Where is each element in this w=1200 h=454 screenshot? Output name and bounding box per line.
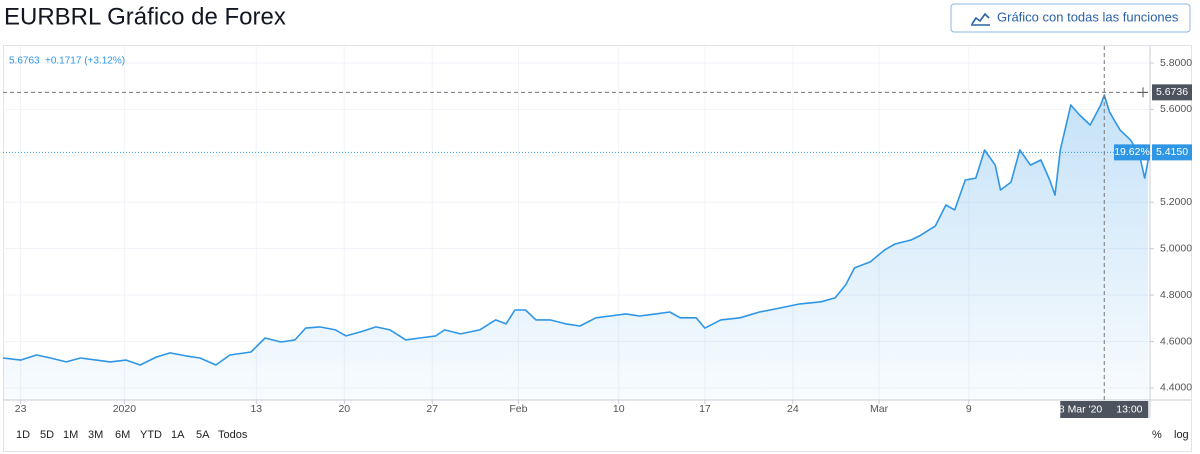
crosshair-date-label: 18 Mar '20 (1053, 403, 1102, 415)
y-tick-label: 4.6000 (1160, 335, 1192, 347)
x-tick-label: 27 (426, 403, 438, 415)
crosshair-time-label: 13:00 (1116, 403, 1142, 415)
x-tick-label: 23 (15, 403, 27, 415)
range-button[interactable]: 3M (88, 429, 103, 441)
x-tick-label: 10 (613, 403, 625, 415)
range-button[interactable]: 6M (115, 429, 130, 441)
range-button[interactable]: 1M (63, 429, 78, 441)
x-tick-label: 24 (787, 403, 799, 415)
last-price-label: 5.4150 (1156, 146, 1188, 158)
range-button[interactable]: 1A (171, 429, 185, 441)
button-icon (971, 12, 990, 25)
x-tick-label: 13 (250, 403, 262, 415)
range-button[interactable]: 1D (16, 429, 30, 441)
y-tick-label: 5.0000 (1160, 242, 1192, 254)
crosshair-price-label: 5.6736 (1156, 86, 1188, 98)
range-button[interactable]: Todos (218, 429, 248, 441)
page-title: EURBRL Gráfico de Forex (4, 3, 286, 30)
x-tick-label: 17 (699, 403, 711, 415)
price-line (2, 94, 1149, 366)
last-price-percent: 19.62% (1114, 146, 1150, 158)
button-frame[interactable] (950, 3, 1191, 33)
crosshair-time-box (1060, 401, 1149, 418)
last-price-box (1152, 144, 1192, 161)
button-label[interactable]: Gráfico con todas las funciones (997, 9, 1179, 24)
scale-option[interactable]: log (1174, 429, 1189, 441)
range-button[interactable]: 5A (196, 429, 210, 441)
y-tick-label: 5.2000 (1160, 196, 1192, 208)
area (3, 95, 1149, 400)
last-price-percent-box (1114, 144, 1150, 161)
legend-change: +0.1717 (+3.12%) (45, 56, 125, 67)
range-button[interactable]: 5D (40, 429, 54, 441)
y-tick-label: 5.8000 (1160, 57, 1192, 69)
scale-option[interactable]: % (1152, 429, 1162, 441)
crosshair-price-box (1152, 84, 1192, 101)
x-tick-label: 9 (966, 403, 972, 415)
range-button[interactable]: YTD (140, 429, 162, 441)
crosshair-icon (1138, 87, 1148, 98)
y-tick-label: 4.8000 (1160, 289, 1192, 301)
full-chart-button[interactable]: Gráfico con todas las funciones (950, 3, 1191, 33)
y-tick-label: 4.4000 (1160, 382, 1192, 394)
x-tick-label: 20 (338, 403, 350, 415)
x-tick-label: 2020 (113, 403, 137, 415)
x-tick-label: Mar (870, 403, 889, 415)
y-tick-label: 5.6000 (1160, 103, 1192, 115)
legend-price: 5.6763 (9, 56, 40, 67)
x-tick-label: Feb (509, 403, 527, 415)
